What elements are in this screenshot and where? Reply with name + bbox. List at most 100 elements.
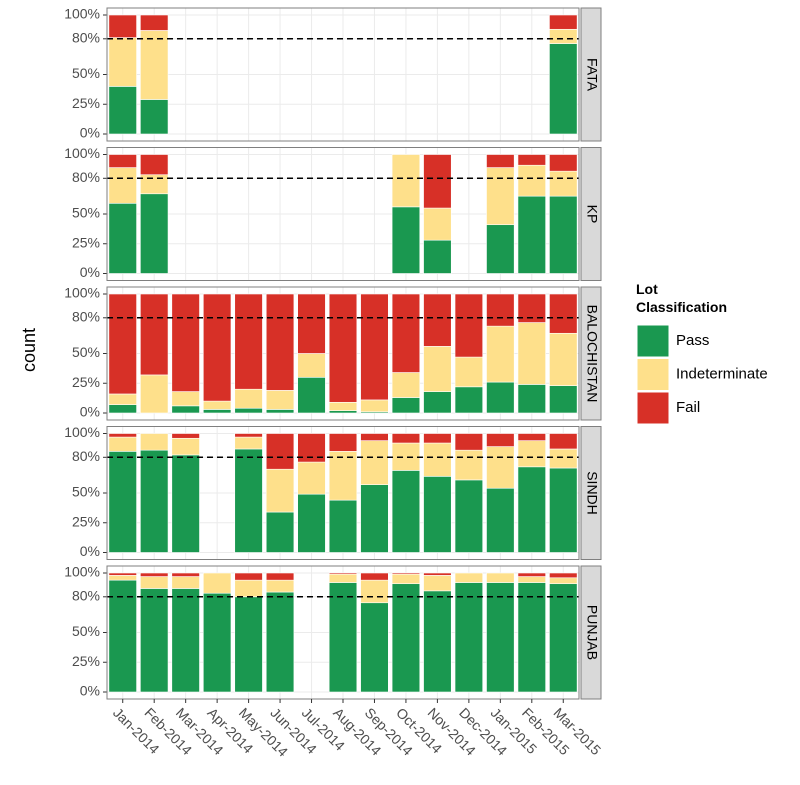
- bar-segment: [108, 436, 137, 452]
- y-tick-label: 25%: [72, 653, 100, 669]
- bar-segment: [265, 468, 295, 513]
- legend-key: [636, 324, 670, 358]
- y-tick-label: 80%: [72, 588, 100, 604]
- bar-segment: [202, 293, 232, 402]
- bar-segment: [360, 440, 389, 485]
- y-tick-label: 50%: [72, 65, 100, 81]
- bar-segment: [360, 602, 389, 693]
- bar-segment: [140, 99, 169, 135]
- bar-segment: [140, 449, 169, 553]
- bar-segment: [234, 579, 263, 598]
- legend-label: Fail: [676, 399, 700, 416]
- bar-segment: [486, 167, 515, 226]
- bar-segment: [108, 167, 137, 204]
- bar-segment: [549, 448, 578, 469]
- bar-segment: [265, 409, 295, 414]
- bar-segment: [549, 467, 578, 553]
- bar-segment: [265, 433, 295, 470]
- bar-segment: [171, 391, 200, 407]
- facet-label: FATA: [584, 58, 600, 92]
- bar-segment: [391, 572, 421, 575]
- facet-strip: [580, 7, 602, 142]
- bar-segment: [234, 596, 263, 693]
- bar-segment: [391, 470, 421, 553]
- bar-segment: [391, 433, 421, 444]
- bar-segment: [549, 385, 578, 414]
- bar-segment: [423, 590, 452, 693]
- bar-segment: [297, 461, 326, 495]
- bar-segment: [108, 451, 137, 553]
- bar-segment: [391, 583, 421, 693]
- bar-segment: [202, 592, 232, 693]
- bar-segment: [108, 202, 137, 274]
- bar-segment: [486, 446, 515, 489]
- bar-segment: [328, 572, 358, 575]
- bar-segment: [454, 479, 484, 553]
- y-tick-label: 0%: [80, 683, 100, 699]
- bar-segment: [328, 451, 358, 501]
- bar-segment: [549, 28, 578, 44]
- y-tick-label: 0%: [80, 543, 100, 559]
- bar-segment: [108, 86, 137, 135]
- bar-segment: [108, 14, 137, 38]
- bar-segment: [549, 433, 578, 450]
- bar-segment: [171, 572, 200, 577]
- bar-segment: [265, 572, 295, 581]
- bar-segment: [454, 582, 484, 693]
- y-tick-label: 25%: [72, 374, 100, 390]
- bar-segment: [108, 433, 137, 438]
- bar-segment: [360, 484, 389, 553]
- bar-segment: [108, 154, 137, 168]
- bar-segment: [297, 376, 326, 414]
- bar-segment: [140, 174, 169, 195]
- bar-segment: [171, 293, 200, 392]
- bar-segment: [140, 193, 169, 274]
- bar-segment: [108, 572, 137, 576]
- facet-label: PUNJAB: [584, 605, 600, 660]
- bar-segment: [391, 397, 421, 414]
- panel-border: [106, 286, 580, 421]
- bar-segment: [391, 154, 421, 208]
- facet-label: KP: [584, 205, 600, 224]
- bar-segment: [486, 381, 515, 414]
- bar-segment: [108, 393, 137, 405]
- bar-segment: [549, 293, 578, 334]
- bar-segment: [360, 433, 389, 441]
- y-tick-label: 25%: [72, 513, 100, 529]
- bar-segment: [423, 572, 452, 576]
- bar-segment: [423, 293, 452, 347]
- bar-segment: [234, 448, 263, 553]
- bar-segment: [549, 154, 578, 172]
- bar-segment: [234, 293, 263, 390]
- bar-segment: [360, 572, 389, 581]
- bar-segment: [171, 454, 200, 553]
- y-tick-label: 80%: [72, 169, 100, 185]
- bar-segment: [328, 499, 358, 553]
- bar-segment: [360, 293, 389, 401]
- bar-segment: [549, 43, 578, 135]
- panel-border: [106, 147, 580, 281]
- bar-segment: [140, 588, 169, 693]
- bar-segment: [140, 576, 169, 589]
- y-tick-label: 80%: [72, 30, 100, 46]
- y-axis-label: count: [19, 328, 39, 372]
- bar-segment: [140, 154, 169, 176]
- bar-segment: [423, 391, 452, 414]
- y-tick-label: 100%: [64, 6, 100, 22]
- bar-segment: [486, 433, 515, 447]
- panel-border: [106, 7, 580, 142]
- bar-segment: [423, 433, 452, 444]
- bar-segment: [549, 170, 578, 197]
- bar-segment: [297, 293, 326, 354]
- bar-segment: [454, 386, 484, 414]
- bar-segment: [140, 293, 169, 376]
- bar-segment: [517, 195, 546, 274]
- y-tick-label: 100%: [64, 564, 100, 580]
- bar-segment: [108, 37, 137, 87]
- bar-segment: [486, 487, 515, 553]
- bar-segment: [265, 511, 295, 553]
- legend-key: [636, 358, 670, 391]
- bar-segment: [486, 293, 515, 327]
- bar-segment: [486, 224, 515, 274]
